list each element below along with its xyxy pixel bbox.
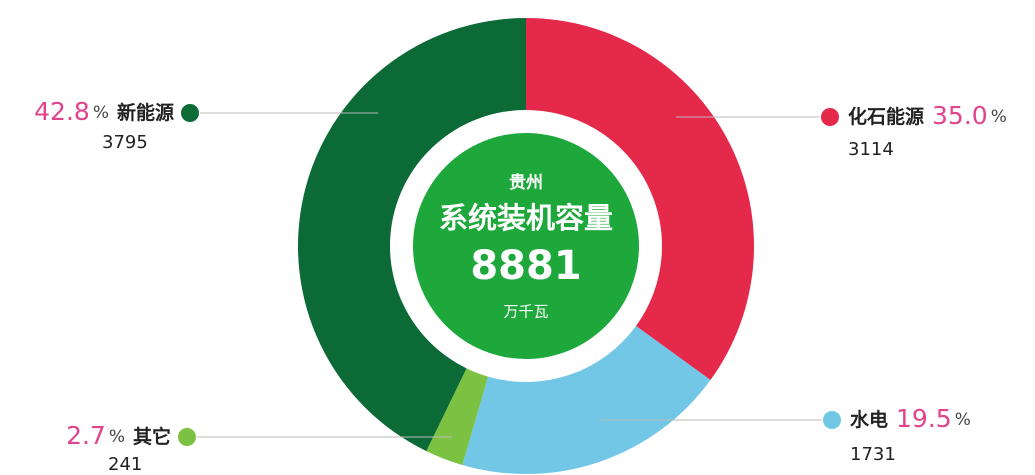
center-disc bbox=[413, 133, 639, 359]
percent-label: 35.0 bbox=[932, 101, 988, 130]
center-subtitle: 系统装机容量 bbox=[439, 201, 613, 235]
slice-label: 水电 19.5% bbox=[850, 404, 971, 433]
legend-dot bbox=[823, 411, 841, 429]
percent-unit: % bbox=[955, 410, 971, 430]
center-total: 8881 bbox=[470, 243, 581, 289]
slice-label: 2.7% 其它 bbox=[66, 421, 171, 450]
category-name: 化石能源 bbox=[848, 105, 924, 128]
amount-label: 241 bbox=[108, 454, 142, 475]
amount-label: 3114 bbox=[848, 139, 894, 160]
percent-unit: % bbox=[93, 103, 109, 123]
amount-label: 3795 bbox=[102, 132, 148, 153]
center-title: 贵州 bbox=[509, 172, 543, 193]
legend-dot bbox=[178, 428, 196, 446]
slice-label: 42.8% 新能源 bbox=[34, 97, 174, 126]
donut-slice bbox=[298, 18, 526, 452]
slice-label: 化石能源 35.0% bbox=[848, 101, 1007, 130]
amount-label: 1731 bbox=[850, 444, 896, 465]
donut-slice bbox=[526, 18, 754, 381]
percent-unit: % bbox=[991, 107, 1007, 127]
legend-dot bbox=[821, 108, 839, 126]
category-name: 其它 bbox=[133, 425, 171, 448]
legend-dot bbox=[181, 104, 199, 122]
percent-label: 2.7 bbox=[66, 421, 106, 450]
percent-label: 19.5 bbox=[896, 404, 952, 433]
category-name: 新能源 bbox=[117, 101, 174, 124]
donut-slice bbox=[462, 325, 711, 474]
center-unit: 万千瓦 bbox=[503, 303, 548, 321]
percent-unit: % bbox=[109, 427, 125, 447]
percent-label: 42.8 bbox=[34, 97, 90, 126]
donut-slice bbox=[426, 368, 489, 465]
category-name: 水电 bbox=[850, 408, 888, 431]
